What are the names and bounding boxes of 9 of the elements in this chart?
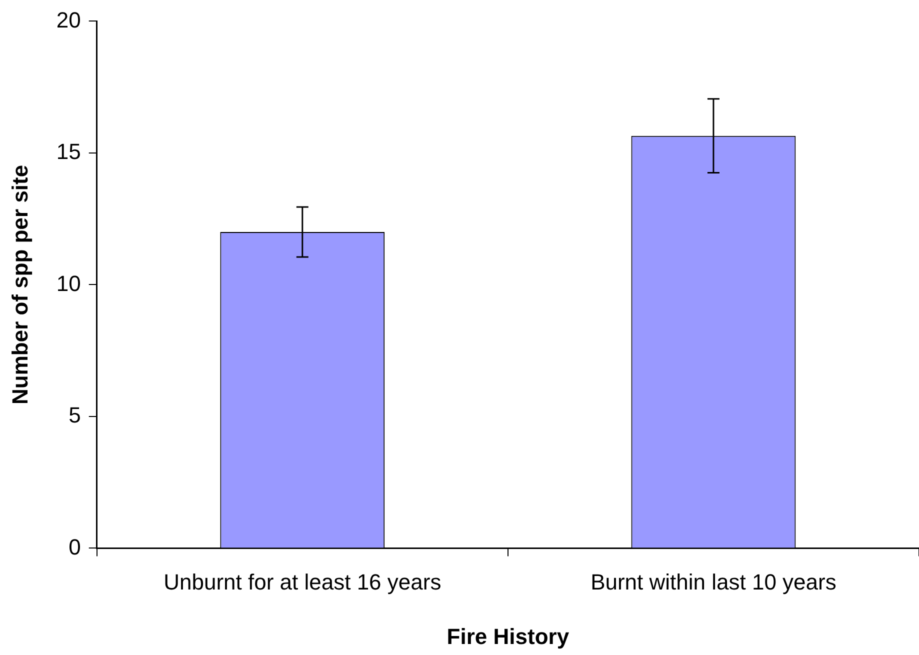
y-tick-label: 10 [56, 270, 81, 296]
y-tick-label: 5 [68, 402, 81, 428]
y-tick-label: 0 [68, 534, 81, 560]
y-tick-label: 15 [56, 139, 81, 164]
x-axis-title: Fire History [446, 624, 570, 649]
x-tick-label: Unburnt for at least 16 years [164, 569, 442, 594]
y-axis-title: Number of spp per site [7, 164, 32, 404]
y-tick-label: 20 [56, 7, 81, 32]
x-tick-label: Burnt within last 10 years [590, 569, 836, 594]
